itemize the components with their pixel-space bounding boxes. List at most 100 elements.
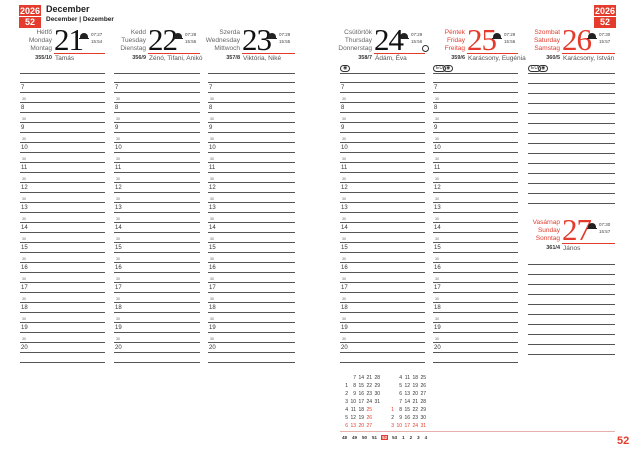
hour-line[interactable]	[208, 352, 295, 353]
hour-line[interactable]	[20, 352, 105, 353]
half-hour-line[interactable]	[114, 262, 200, 263]
half-hour-line[interactable]	[433, 102, 518, 103]
half-hour-line[interactable]	[20, 322, 105, 323]
hour-line[interactable]	[208, 212, 295, 213]
hour-line[interactable]	[114, 152, 200, 153]
hour-line[interactable]	[20, 152, 105, 153]
hour-line[interactable]	[340, 252, 425, 253]
half-hour-line[interactable]	[208, 282, 295, 283]
week-number[interactable]: 2	[409, 435, 413, 440]
half-hour-line[interactable]	[20, 302, 105, 303]
half-hour-line[interactable]	[340, 262, 425, 263]
half-hour-line[interactable]	[433, 302, 518, 303]
rule-line[interactable]	[528, 73, 615, 74]
hour-line[interactable]	[20, 232, 105, 233]
half-hour-line[interactable]	[20, 362, 105, 363]
half-hour-line[interactable]	[208, 262, 295, 263]
half-hour-line[interactable]	[208, 342, 295, 343]
hour-line[interactable]	[114, 112, 200, 113]
hour-line[interactable]	[340, 232, 425, 233]
hour-line[interactable]	[433, 292, 518, 293]
half-hour-line[interactable]	[114, 142, 200, 143]
half-hour-line[interactable]	[340, 182, 425, 183]
half-hour-line[interactable]	[20, 342, 105, 343]
hour-line[interactable]	[433, 272, 518, 273]
rule-line[interactable]	[528, 133, 615, 134]
half-hour-line[interactable]	[208, 142, 295, 143]
hour-line[interactable]	[340, 212, 425, 213]
half-hour-line[interactable]	[20, 222, 105, 223]
hour-line[interactable]	[20, 132, 105, 133]
hour-line[interactable]	[433, 192, 518, 193]
hour-line[interactable]	[20, 112, 105, 113]
half-hour-line[interactable]	[208, 202, 295, 203]
rule-line[interactable]	[528, 203, 615, 204]
half-hour-line[interactable]	[208, 162, 295, 163]
hour-line[interactable]	[208, 312, 295, 313]
hour-line[interactable]	[340, 312, 425, 313]
half-hour-line[interactable]	[433, 202, 518, 203]
half-hour-line[interactable]	[114, 282, 200, 283]
half-hour-line[interactable]	[433, 362, 518, 363]
half-hour-line[interactable]	[114, 102, 200, 103]
half-hour-line[interactable]	[340, 302, 425, 303]
hour-line[interactable]	[114, 172, 200, 173]
rule-line[interactable]	[528, 354, 615, 355]
hour-line[interactable]	[340, 192, 425, 193]
rule-line[interactable]	[528, 183, 615, 184]
half-hour-line[interactable]	[208, 362, 295, 363]
hour-line[interactable]	[433, 172, 518, 173]
hour-line[interactable]	[208, 192, 295, 193]
half-hour-line[interactable]	[433, 142, 518, 143]
rule-line[interactable]	[528, 334, 615, 335]
half-hour-line[interactable]	[433, 162, 518, 163]
hour-line[interactable]	[114, 192, 200, 193]
half-hour-line[interactable]	[433, 182, 518, 183]
half-hour-line[interactable]	[114, 122, 200, 123]
hour-line[interactable]	[114, 332, 200, 333]
hour-line[interactable]	[433, 332, 518, 333]
hour-line[interactable]	[433, 132, 518, 133]
hour-line[interactable]	[433, 252, 518, 253]
rule-line[interactable]	[528, 113, 615, 114]
hour-line[interactable]	[114, 92, 200, 93]
hour-line[interactable]	[20, 292, 105, 293]
rule-line[interactable]	[528, 324, 615, 325]
half-hour-line[interactable]	[340, 202, 425, 203]
hour-line[interactable]	[114, 232, 200, 233]
hour-line[interactable]	[433, 92, 518, 93]
hour-line[interactable]	[340, 92, 425, 93]
hour-line[interactable]	[114, 272, 200, 273]
half-hour-line[interactable]	[208, 302, 295, 303]
hour-line[interactable]	[340, 112, 425, 113]
hour-line[interactable]	[340, 272, 425, 273]
hour-line[interactable]	[114, 252, 200, 253]
half-hour-line[interactable]	[208, 242, 295, 243]
half-hour-line[interactable]	[114, 222, 200, 223]
rule-line[interactable]	[528, 153, 615, 154]
week-number[interactable]: 51	[372, 435, 378, 440]
hour-line[interactable]	[20, 212, 105, 213]
half-hour-line[interactable]	[20, 202, 105, 203]
hour-line[interactable]	[114, 212, 200, 213]
hour-line[interactable]	[340, 132, 425, 133]
half-hour-line[interactable]	[433, 342, 518, 343]
half-hour-line[interactable]	[433, 322, 518, 323]
half-hour-line[interactable]	[20, 102, 105, 103]
half-hour-line[interactable]	[114, 162, 200, 163]
half-hour-line[interactable]	[208, 122, 295, 123]
week-number[interactable]: 4	[424, 435, 428, 440]
rule-line[interactable]	[528, 93, 615, 94]
rule-line[interactable]	[528, 193, 615, 194]
rule-line[interactable]	[528, 284, 615, 285]
half-hour-line[interactable]	[114, 342, 200, 343]
half-hour-line[interactable]	[20, 282, 105, 283]
half-hour-line[interactable]	[433, 122, 518, 123]
half-hour-line[interactable]	[433, 282, 518, 283]
hour-line[interactable]	[340, 152, 425, 153]
hour-line[interactable]	[208, 172, 295, 173]
half-hour-line[interactable]	[433, 222, 518, 223]
hour-line[interactable]	[114, 132, 200, 133]
hour-line[interactable]	[208, 252, 295, 253]
week-number[interactable]: 48	[342, 435, 348, 440]
